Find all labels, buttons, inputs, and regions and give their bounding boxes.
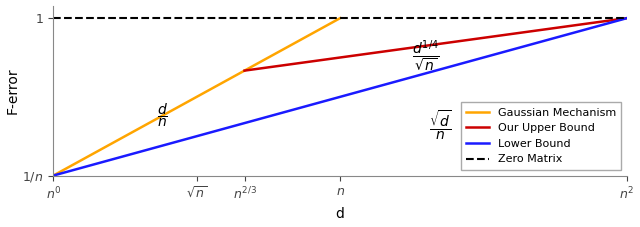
Text: $\dfrac{d^{1/4}}{\sqrt{n}}$: $\dfrac{d^{1/4}}{\sqrt{n}}$ <box>412 38 440 74</box>
Text: $\dfrac{\sqrt{d}}{n}$: $\dfrac{\sqrt{d}}{n}$ <box>429 109 452 142</box>
Gaussian Mechanism <box>49 174 57 177</box>
Text: $\dfrac{d}{n}$: $\dfrac{d}{n}$ <box>157 102 168 129</box>
Our Upper Bound <box>475 37 483 40</box>
Lower Bound <box>389 81 397 84</box>
Lower Bound <box>401 78 408 81</box>
Our Upper Bound <box>467 38 475 41</box>
Our Upper Bound <box>588 22 595 25</box>
Lower Bound <box>49 174 57 177</box>
Line: Gaussian Mechanism: Gaussian Mechanism <box>53 18 340 175</box>
Lower Bound <box>570 32 577 34</box>
Lower Bound <box>533 42 541 44</box>
Y-axis label: F-error: F-error <box>6 67 20 114</box>
Gaussian Mechanism <box>291 42 299 44</box>
Gaussian Mechanism <box>220 81 227 84</box>
Gaussian Mechanism <box>225 78 233 81</box>
Our Upper Bound <box>623 17 631 20</box>
Our Upper Bound <box>563 25 571 28</box>
Gaussian Mechanism <box>51 174 58 176</box>
Lower Bound <box>623 17 631 20</box>
Gaussian Mechanism <box>220 81 228 83</box>
Legend: Gaussian Mechanism, Our Upper Bound, Lower Bound, Zero Matrix: Gaussian Mechanism, Our Upper Bound, Low… <box>461 102 621 170</box>
Our Upper Bound <box>468 38 476 41</box>
X-axis label: d: d <box>335 207 344 222</box>
Lower Bound <box>391 81 399 83</box>
Our Upper Bound <box>242 69 250 72</box>
Line: Our Upper Bound: Our Upper Bound <box>244 18 627 71</box>
Our Upper Bound <box>241 69 248 72</box>
Line: Lower Bound: Lower Bound <box>53 18 627 175</box>
Gaussian Mechanism <box>336 17 344 20</box>
Lower Bound <box>51 174 59 176</box>
Gaussian Mechanism <box>309 32 317 34</box>
